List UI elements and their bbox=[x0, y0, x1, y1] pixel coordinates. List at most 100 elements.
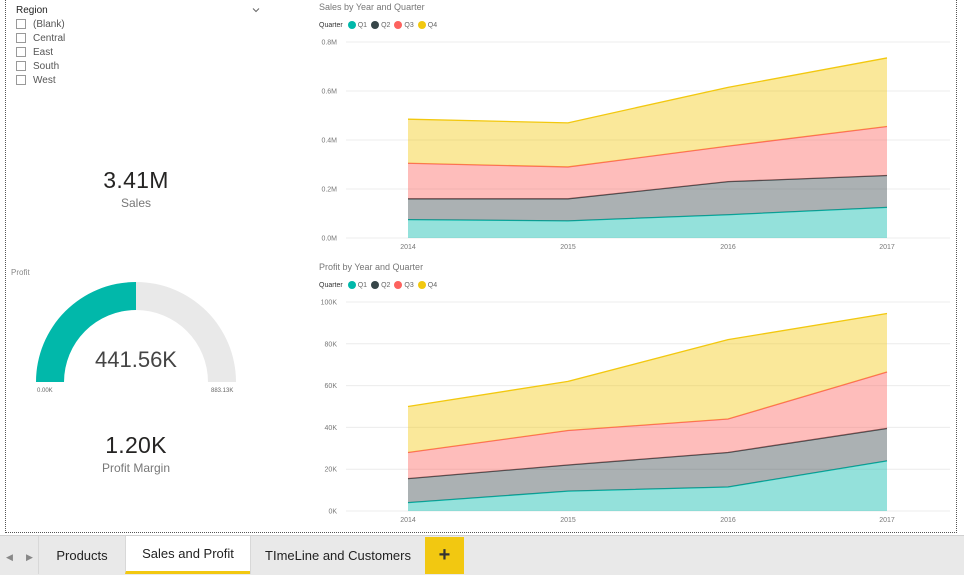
tab-sales-and-profit[interactable]: Sales and Profit bbox=[125, 536, 250, 574]
legend-dot bbox=[417, 21, 426, 29]
x-tick-label: 2015 bbox=[560, 244, 576, 251]
area-q1[interactable] bbox=[408, 460, 887, 511]
legend-title: Quarter bbox=[319, 281, 343, 289]
y-tick-label: 20K bbox=[325, 467, 338, 474]
line-q1 bbox=[407, 460, 888, 504]
slicer-item-south[interactable]: South bbox=[16, 59, 261, 73]
line-q3 bbox=[407, 125, 888, 168]
chevron-down-icon[interactable] bbox=[251, 5, 261, 15]
slicer-item-label: East bbox=[33, 46, 54, 58]
report-canvas bbox=[5, 0, 957, 533]
next-page-icon[interactable]: ▶ bbox=[26, 552, 33, 562]
legend-item-q2[interactable]: Q2 bbox=[371, 21, 390, 29]
slicer-item-west[interactable]: West bbox=[16, 73, 261, 87]
legend-item-q3[interactable]: Q3 bbox=[394, 281, 414, 289]
profit-margin-card: 1.20K Profit Margin bbox=[76, 432, 196, 475]
x-tick-label: 2016 bbox=[720, 517, 736, 524]
x-tick-label: 2014 bbox=[400, 517, 416, 524]
legend-item-q4[interactable]: Q4 bbox=[417, 21, 438, 29]
page-tab-bar: ◀ ▶ Products Sales and Profit TImeLine a… bbox=[0, 535, 964, 575]
legend-item-q2[interactable]: Q2 bbox=[371, 281, 390, 289]
legend-dot bbox=[347, 21, 356, 29]
legend-dot bbox=[371, 21, 380, 29]
gauge-min-label: 0.00K bbox=[37, 388, 53, 394]
line-q4 bbox=[407, 57, 888, 124]
tab-timeline-and-customers[interactable]: TImeLine and Customers bbox=[250, 536, 425, 574]
gauge-value: 441.56K bbox=[95, 347, 177, 372]
sales-label: Sales bbox=[120, 196, 152, 210]
slicer-header[interactable]: Region bbox=[16, 3, 261, 17]
x-tick-label: 2017 bbox=[879, 244, 895, 251]
legend-dot bbox=[347, 281, 356, 289]
y-tick-label: 0.6M bbox=[321, 89, 337, 96]
gauge-title: Profit bbox=[11, 268, 30, 277]
legend-dot bbox=[394, 21, 403, 29]
legend-title: Quarter bbox=[319, 21, 343, 29]
profit-margin-value: 1.20K bbox=[105, 432, 167, 458]
legend-item-q1[interactable]: Q1 bbox=[347, 281, 368, 289]
area-q2[interactable] bbox=[408, 175, 887, 221]
line-q1 bbox=[407, 206, 888, 222]
slicer-item-label: Central bbox=[33, 32, 66, 44]
legend-dot bbox=[371, 281, 380, 289]
tab-products[interactable]: Products bbox=[38, 536, 125, 574]
prev-page-icon[interactable]: ◀ bbox=[6, 552, 13, 562]
x-tick-label: 2014 bbox=[400, 244, 416, 251]
slicer-item-label: West bbox=[33, 74, 56, 86]
y-tick-label: 60K bbox=[325, 383, 338, 390]
slicer-item-label: South bbox=[33, 60, 60, 72]
slicer-item-east[interactable]: East bbox=[16, 45, 261, 59]
y-tick-label: 0K bbox=[328, 509, 337, 516]
checkbox[interactable] bbox=[16, 19, 26, 29]
profit-chart-legend: Quarter Q1 Q2 Q3 Q4 bbox=[319, 281, 441, 289]
area-q3[interactable] bbox=[408, 126, 887, 199]
add-page-button[interactable]: + bbox=[425, 537, 464, 574]
legend-item-q1[interactable]: Q1 bbox=[347, 21, 368, 29]
x-tick-label: 2015 bbox=[560, 517, 576, 524]
profit-chart-title: Profit by Year and Quarter bbox=[319, 262, 424, 272]
legend-label: Q3 bbox=[404, 21, 414, 29]
checkbox[interactable] bbox=[16, 61, 26, 71]
line-q4 bbox=[407, 312, 888, 408]
sales-value: 3.41M bbox=[103, 167, 169, 193]
sales-area-chart[interactable]: 0.0M 0.2M 0.4M 0.6M 0.8M 2014 2015 2016 2017 bbox=[310, 34, 955, 256]
region-slicer: Region (Blank) Central East South West bbox=[16, 3, 261, 87]
slicer-item-label: (Blank) bbox=[33, 18, 65, 30]
slicer-item-central[interactable]: Central bbox=[16, 31, 261, 45]
legend-label: Q2 bbox=[381, 281, 391, 289]
y-tick-label: 0.0M bbox=[321, 236, 337, 243]
checkbox[interactable] bbox=[16, 33, 26, 43]
y-tick-label: 40K bbox=[325, 425, 338, 432]
profit-area-chart[interactable]: 0K 20K 40K 60K 80K 100K 2014 2015 2016 2017 bbox=[310, 294, 955, 530]
slicer-item-blank[interactable]: (Blank) bbox=[16, 17, 261, 31]
y-tick-label: 0.8M bbox=[321, 40, 337, 47]
y-tick-label: 100K bbox=[321, 300, 338, 307]
area-q4[interactable] bbox=[408, 313, 887, 453]
legend-item-q3[interactable]: Q3 bbox=[394, 21, 414, 29]
line-q3 bbox=[407, 371, 888, 454]
y-tick-label: 80K bbox=[325, 341, 338, 348]
area-q4[interactable] bbox=[408, 57, 887, 167]
y-tick-label: 0.2M bbox=[321, 187, 337, 194]
legend-dot bbox=[394, 281, 403, 289]
checkbox[interactable] bbox=[16, 47, 26, 57]
gauge-fill bbox=[36, 282, 136, 382]
checkbox[interactable] bbox=[16, 75, 26, 85]
legend-label: Q1 bbox=[357, 21, 368, 29]
sales-card: 3.41M Sales bbox=[76, 167, 196, 210]
x-tick-label: 2017 bbox=[879, 517, 895, 524]
y-tick-label: 0.4M bbox=[321, 138, 337, 145]
x-tick-label: 2016 bbox=[720, 244, 736, 251]
line-q2 bbox=[408, 174, 888, 200]
legend-dot bbox=[417, 281, 426, 289]
legend-item-q4[interactable]: Q4 bbox=[417, 281, 437, 289]
legend-label: Q4 bbox=[427, 21, 438, 29]
area-q1[interactable] bbox=[408, 207, 887, 238]
legend-label: Q3 bbox=[404, 281, 414, 289]
slicer-title: Region bbox=[16, 4, 48, 16]
legend-label: Q1 bbox=[357, 281, 368, 289]
legend-label: Q2 bbox=[381, 21, 391, 29]
sales-chart-title: Sales by Year and Quarter bbox=[319, 2, 425, 12]
sales-chart-legend: Quarter Q1 Q2 Q3 Q4 bbox=[319, 21, 441, 29]
profit-margin-label: Profit Margin bbox=[101, 461, 171, 475]
